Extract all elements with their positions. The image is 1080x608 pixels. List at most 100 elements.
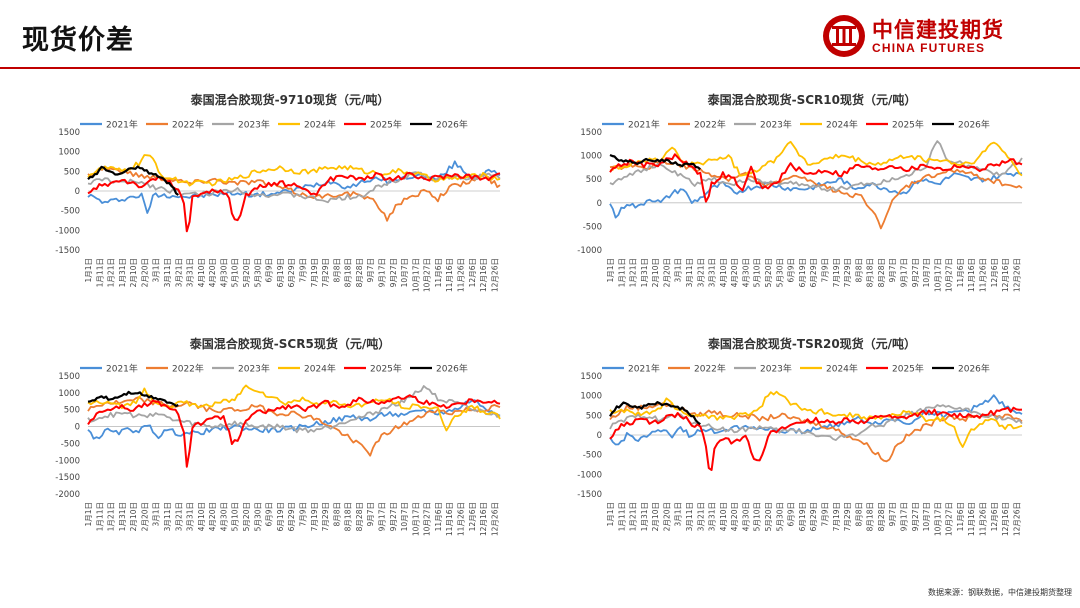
legend-item: 2026年 (410, 363, 468, 375)
x-tick-label: 6月9日 (787, 502, 796, 527)
x-tick-label: 7月9日 (820, 258, 829, 283)
x-tick-label: 6月19日 (798, 258, 807, 287)
x-tick-label: 3月1日 (674, 258, 683, 283)
x-tick-label: 11月16日 (967, 502, 976, 536)
x-tick-label: 3月31日 (708, 502, 717, 531)
x-tick-label: 9月17日 (899, 258, 908, 287)
x-tick-label: 4月10日 (197, 258, 206, 287)
x-tick-label: 3月21日 (174, 502, 183, 531)
legend-label: 2022年 (172, 119, 204, 131)
legend-item: 2022年 (668, 119, 726, 131)
y-tick-label: 1000 (580, 392, 602, 402)
chart-title: 泰国混合胶现货-TSR20现货（元/吨） (707, 336, 916, 351)
series-line-2024 (87, 384, 501, 432)
y-tick-label: -2000 (55, 490, 80, 500)
x-tick-label: 8月18日 (344, 258, 353, 287)
x-tick-label: 1月21日 (107, 502, 116, 531)
legend-label: 2026年 (436, 119, 468, 131)
legend-item: 2023年 (734, 363, 792, 375)
x-tick-label: 7月29日 (843, 502, 852, 531)
legend-item: 2026年 (932, 363, 990, 375)
chart-title: 泰国混合胶现货-SCR10现货（元/吨） (707, 92, 917, 107)
x-tick-label: 11月26日 (456, 258, 465, 292)
x-tick-label: 2月20日 (140, 258, 149, 287)
logo-chinese-name: 中信建投期货 (872, 18, 1004, 42)
x-tick-label: 10月27日 (423, 258, 432, 292)
x-tick-label: 12月16日 (479, 502, 488, 536)
legend-item: 2025年 (866, 363, 924, 375)
legend-label: 2025年 (892, 119, 924, 131)
x-tick-label: 9月17日 (377, 258, 386, 287)
x-tick-label: 8月8日 (854, 502, 863, 527)
legend-label: 2026年 (436, 363, 468, 375)
x-tick-label: 4月20日 (730, 258, 739, 287)
y-tick-label: 0 (597, 199, 602, 209)
x-tick-label: 6月29日 (809, 502, 818, 531)
legend-item: 2025年 (344, 119, 402, 131)
x-tick-label: 2月10日 (651, 502, 660, 531)
x-tick-label: 8月28日 (355, 258, 364, 287)
chart-svg: 泰国混合胶现货-SCR5现货（元/吨） 2021年 2022年 2023年 2024年 2… (55, 336, 501, 536)
x-tick-label: 9月27日 (911, 502, 920, 531)
legend-label: 2024年 (826, 119, 858, 131)
x-tick-label: 4月20日 (208, 258, 217, 287)
x-tick-label: 10月17日 (411, 502, 420, 536)
logo-english-name: CHINA FUTURES (872, 41, 986, 55)
x-tick-label: 1月1日 (606, 502, 615, 527)
chart-title: 泰国混合胶现货-9710现货（元/吨） (190, 92, 390, 107)
x-tick-label: 2月10日 (129, 258, 138, 287)
x-tick-label: 10月7日 (400, 258, 409, 287)
x-tick-label: 4月10日 (197, 502, 206, 531)
x-tick-label: 3月31日 (708, 258, 717, 287)
legend-label: 2024年 (826, 363, 858, 375)
x-tick-label: 4月10日 (719, 258, 728, 287)
x-tick-label: 7月19日 (832, 502, 841, 531)
x-tick-label: 3月1日 (152, 502, 161, 527)
x-tick-label: 3月31日 (186, 502, 195, 531)
series-line-2025 (87, 171, 501, 233)
series-line-2026 (87, 390, 179, 408)
x-tick-label: 6月29日 (287, 258, 296, 287)
y-tick-label: -500 (61, 207, 80, 217)
x-tick-label: 5月10日 (231, 258, 240, 287)
x-tick-label: 1月11日 (617, 502, 626, 531)
legend-label: 2025年 (370, 363, 402, 375)
legend-label: 2023年 (760, 363, 792, 375)
x-tick-label: 1月1日 (606, 258, 615, 283)
y-tick-label: -500 (583, 451, 602, 461)
x-tick-label: 10月27日 (423, 502, 432, 536)
x-tick-label: 2月20日 (662, 258, 671, 287)
data-source-note: 数据来源：钢联数据，中信建投期货整理 (928, 588, 1072, 597)
legend-label: 2024年 (304, 119, 336, 131)
x-tick-label: 3月11日 (685, 258, 694, 287)
legend-label: 2022年 (694, 363, 726, 375)
legend-item: 2026年 (932, 119, 990, 131)
x-tick-label: 4月20日 (208, 502, 217, 531)
x-tick-label: 12月16日 (479, 258, 488, 292)
y-tick-label: -500 (583, 222, 602, 232)
legend-item: 2022年 (146, 363, 204, 375)
x-tick-label: 8月8日 (332, 502, 341, 527)
x-tick-label: 9月27日 (911, 258, 920, 287)
x-tick-label: 8月28日 (877, 502, 886, 531)
legend-label: 2023年 (238, 363, 270, 375)
y-tick-label: 0 (75, 423, 80, 433)
series-line-2025 (87, 394, 501, 468)
x-tick-label: 8月8日 (854, 258, 863, 283)
x-tick-label: 3月21日 (696, 258, 705, 287)
series-line-2026 (609, 153, 701, 171)
x-tick-label: 10月17日 (411, 258, 420, 292)
y-tick-label: -1500 (577, 490, 602, 500)
x-tick-label: 11月6日 (956, 258, 965, 287)
legend-label: 2023年 (238, 119, 270, 131)
x-tick-label: 6月9日 (265, 258, 274, 283)
legend-item: 2024年 (800, 363, 858, 375)
x-tick-label: 12月26日 (1012, 502, 1021, 536)
series-line-2021 (609, 172, 1023, 219)
legend-item: 2024年 (278, 119, 336, 131)
legend-item: 2023年 (212, 363, 270, 375)
x-tick-label: 1月1日 (84, 502, 93, 527)
x-tick-label: 5月30日 (253, 502, 262, 531)
legend-item: 2023年 (734, 119, 792, 131)
x-tick-label: 1月21日 (107, 258, 116, 287)
